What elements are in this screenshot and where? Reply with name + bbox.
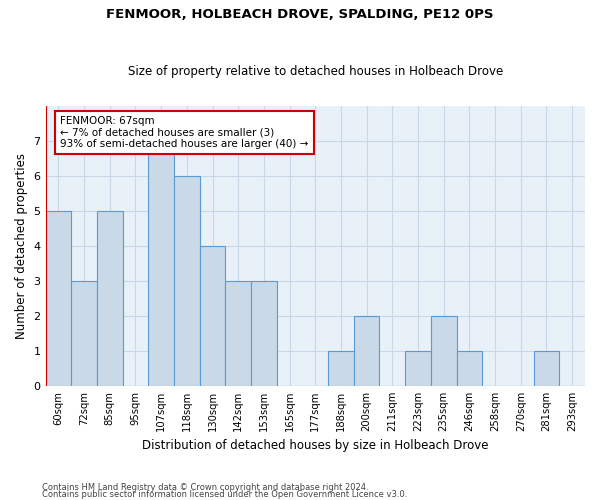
Bar xyxy=(97,211,122,386)
Bar xyxy=(457,351,482,386)
Text: Contains HM Land Registry data © Crown copyright and database right 2024.: Contains HM Land Registry data © Crown c… xyxy=(42,484,368,492)
Text: FENMOOR, HOLBEACH DROVE, SPALDING, PE12 0PS: FENMOOR, HOLBEACH DROVE, SPALDING, PE12 … xyxy=(106,8,494,20)
Title: Size of property relative to detached houses in Holbeach Drove: Size of property relative to detached ho… xyxy=(128,66,503,78)
Bar xyxy=(405,351,431,386)
Bar xyxy=(251,281,277,386)
Bar xyxy=(200,246,226,386)
Bar xyxy=(46,211,71,386)
X-axis label: Distribution of detached houses by size in Holbeach Drove: Distribution of detached houses by size … xyxy=(142,440,488,452)
Bar xyxy=(354,316,379,386)
Bar xyxy=(328,351,354,386)
Text: FENMOOR: 67sqm
← 7% of detached houses are smaller (3)
93% of semi-detached hous: FENMOOR: 67sqm ← 7% of detached houses a… xyxy=(61,116,309,149)
Bar xyxy=(148,141,174,386)
Bar xyxy=(533,351,559,386)
Bar xyxy=(226,281,251,386)
Bar xyxy=(431,316,457,386)
Text: Contains public sector information licensed under the Open Government Licence v3: Contains public sector information licen… xyxy=(42,490,407,499)
Bar xyxy=(174,176,200,386)
Bar xyxy=(71,281,97,386)
Y-axis label: Number of detached properties: Number of detached properties xyxy=(15,153,28,339)
